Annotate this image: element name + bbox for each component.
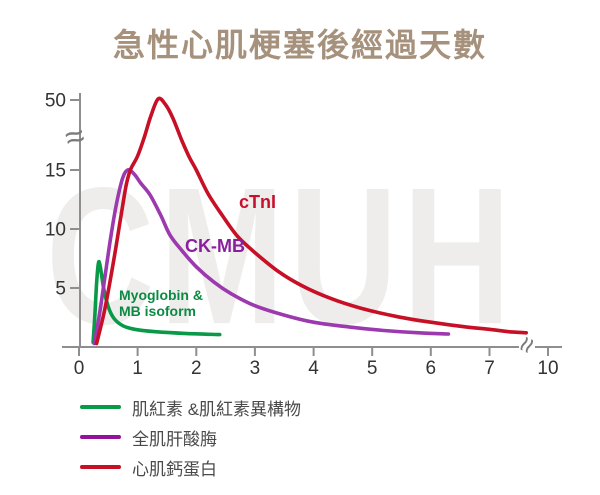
legend-swatch-ctni xyxy=(80,465,121,469)
chart-title: 急性心肌梗塞後經過天數 xyxy=(112,27,487,63)
ticks-group: 0 1 2 3 4 5 6 7 10 5 10 15 50 xyxy=(45,91,559,380)
x-tick-label: 10 xyxy=(537,358,558,379)
curve-label-ctni: cTnI xyxy=(239,192,277,212)
y-tick-label: 5 xyxy=(55,279,66,300)
legend: 肌紅素 &肌紅素異構物 全肌肝酸脢 心肌鈣蛋白 xyxy=(80,392,301,482)
x-tick-label: 2 xyxy=(191,358,202,379)
legend-label-myoglobin: 肌紅素 &肌紅素異構物 xyxy=(132,399,302,419)
curve-1 xyxy=(92,167,451,346)
legend-item-total-ck: 全肌肝酸脢 xyxy=(80,422,301,452)
curve-label-myoglobin: Myoglobin & MB isoform xyxy=(119,287,203,320)
legend-label-ctni: 心肌鈣蛋白 xyxy=(132,459,217,479)
legend-swatch-total-ck xyxy=(80,435,121,439)
x-tick-label: 0 xyxy=(74,358,85,379)
x-tick-label: 7 xyxy=(484,358,495,379)
x-axis-break-mask xyxy=(519,340,535,354)
y-axis-break-icon: ≈ xyxy=(61,116,89,158)
x-axis-break-icon: ≈ xyxy=(509,331,544,358)
x-tick-label: 6 xyxy=(426,358,437,379)
y-tick-label: 15 xyxy=(45,161,66,182)
curves-group xyxy=(91,96,528,346)
legend-item-ctni: 心肌鈣蛋白 xyxy=(80,452,301,482)
y-tick-label: 10 xyxy=(45,220,66,241)
legend-swatch-myoglobin xyxy=(80,405,121,409)
curve-2 xyxy=(94,96,528,346)
legend-label-total-ck: 全肌肝酸脢 xyxy=(132,429,217,449)
x-tick-label: 5 xyxy=(367,358,378,379)
x-tick-label: 3 xyxy=(250,358,261,379)
legend-item-myoglobin: 肌紅素 &肌紅素異構物 xyxy=(80,392,301,422)
x-tick-label: 4 xyxy=(308,358,319,379)
axes xyxy=(62,93,562,348)
x-tick-label: 1 xyxy=(132,358,143,379)
curve-label-ckmb: CK-MB xyxy=(185,236,245,256)
curve-0 xyxy=(91,259,222,345)
axis-breaks: ≈ ≈ xyxy=(61,116,544,358)
y-tick-label: 50 xyxy=(45,91,66,112)
